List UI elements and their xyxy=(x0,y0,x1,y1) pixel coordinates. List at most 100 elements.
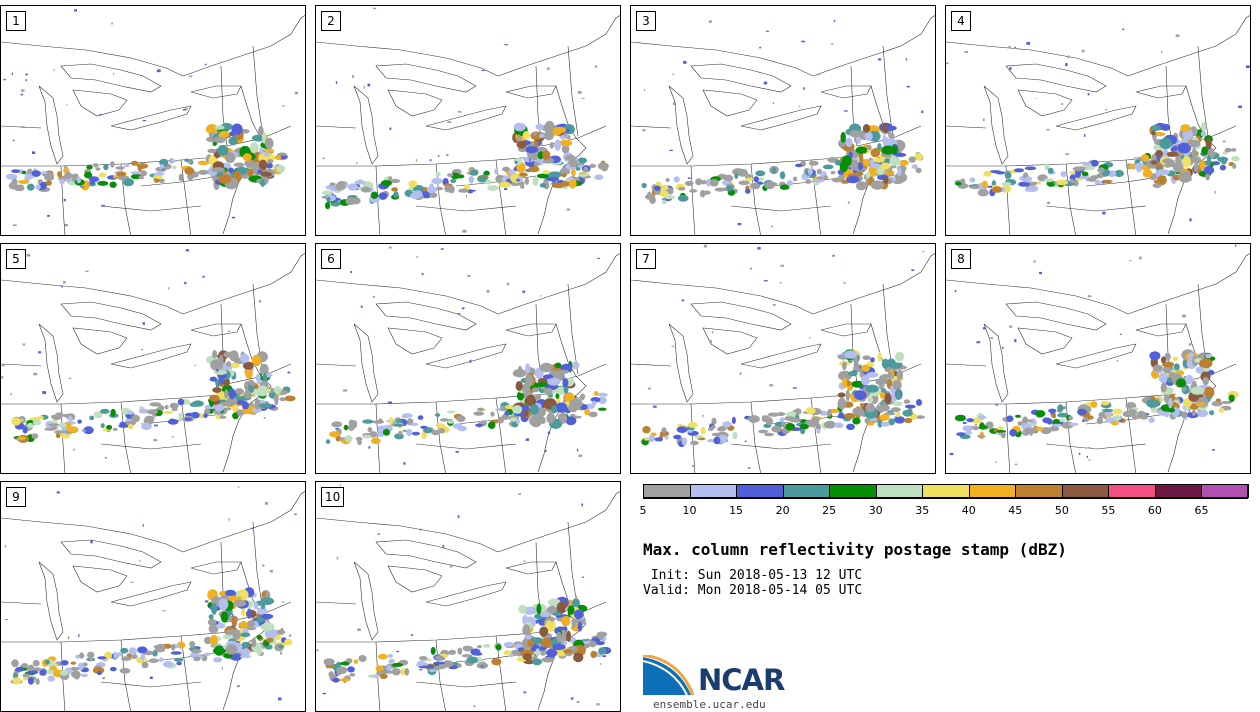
reflectivity-cell xyxy=(1014,339,1017,343)
reflectivity-cell xyxy=(362,434,372,439)
reflectivity-cell xyxy=(391,668,401,676)
reflectivity-cell xyxy=(845,389,850,402)
reflectivity-cell xyxy=(347,666,355,673)
reflectivity-cell xyxy=(717,434,728,443)
reflectivity-cell xyxy=(591,400,597,406)
map-boundary-line xyxy=(505,561,557,575)
map-boundary-line xyxy=(190,561,242,575)
reflectivity-cell xyxy=(553,126,567,134)
reflectivity-cell xyxy=(39,670,47,676)
reflectivity-cell xyxy=(549,142,554,149)
ncar-logo-icon xyxy=(643,655,695,696)
map-boundary-line xyxy=(1,363,42,367)
reflectivity-cell xyxy=(833,19,836,23)
reflectivity-cell xyxy=(594,65,598,68)
reflectivity-cell xyxy=(538,133,545,139)
reflectivity-cell xyxy=(280,651,283,655)
reflectivity-cell xyxy=(239,654,252,659)
reflectivity-cell xyxy=(877,143,882,151)
map-boundary-line xyxy=(353,85,379,165)
reflectivity-cell xyxy=(571,617,577,628)
reflectivity-cell xyxy=(384,670,394,674)
reflectivity-cell xyxy=(294,513,297,515)
map-boundary-line xyxy=(375,641,381,711)
reflectivity-cell xyxy=(97,180,109,186)
reflectivity-cell xyxy=(211,603,218,615)
reflectivity-cell xyxy=(1101,182,1105,184)
reflectivity-cell xyxy=(331,421,343,428)
map-boundary-line xyxy=(415,443,517,450)
reflectivity-cell xyxy=(689,189,698,193)
reflectivity-cell xyxy=(322,692,327,695)
member-panel: 2 xyxy=(315,5,621,236)
reflectivity-cell xyxy=(897,166,902,177)
reflectivity-cell xyxy=(1026,42,1031,45)
reflectivity-cell xyxy=(903,399,911,404)
reflectivity-cell xyxy=(73,448,75,451)
reflectivity-cell xyxy=(269,569,273,573)
reflectivity-cell xyxy=(33,372,38,376)
reflectivity-cell xyxy=(537,378,548,383)
map-boundary-line xyxy=(631,125,672,129)
map-boundary-line xyxy=(946,279,1129,315)
reflectivity-cell xyxy=(808,160,819,166)
reflectivity-cell xyxy=(84,171,93,179)
map-boundary-line xyxy=(425,105,507,131)
reflectivity-cell xyxy=(888,418,895,426)
map-boundary-line xyxy=(1,155,232,167)
reflectivity-cell xyxy=(12,677,22,685)
reflectivity-cell xyxy=(573,609,584,620)
reflectivity-cell xyxy=(47,215,50,217)
reflectivity-cell xyxy=(232,629,241,640)
reflectivity-cell xyxy=(577,91,582,94)
reflectivity-cell xyxy=(780,264,784,267)
reflectivity-cell xyxy=(8,182,18,190)
reflectivity-cell xyxy=(335,428,339,430)
reflectivity-cell xyxy=(204,652,211,656)
reflectivity-cell xyxy=(63,198,66,202)
init-time: Init: Sun 2018-05-13 12 UTC xyxy=(643,568,863,583)
reflectivity-cell xyxy=(1222,140,1226,143)
reflectivity-cell xyxy=(120,647,129,654)
reflectivity-cell xyxy=(224,152,236,164)
colorbar-swatch xyxy=(1061,484,1110,498)
member-panel: 7 xyxy=(630,243,936,474)
reflectivity-cell xyxy=(1224,147,1232,153)
reflectivity-cell xyxy=(480,665,484,667)
reflectivity-cell xyxy=(31,170,41,177)
reflectivity-cell xyxy=(234,388,244,395)
colorbar-swatch xyxy=(875,484,924,498)
reflectivity-cell xyxy=(224,389,229,399)
reflectivity-cell xyxy=(1146,398,1160,408)
reflectivity-cell xyxy=(1191,147,1197,159)
reflectivity-cell xyxy=(681,437,688,446)
map-boundary-line xyxy=(120,401,131,473)
reflectivity-cell xyxy=(266,637,274,643)
reflectivity-cell xyxy=(336,666,348,675)
reflectivity-cell xyxy=(995,404,998,406)
reflectivity-cell xyxy=(12,224,17,226)
reflectivity-cell xyxy=(559,139,573,147)
reflectivity-cell xyxy=(902,409,913,417)
reflectivity-cell xyxy=(170,651,182,655)
reflectivity-cell xyxy=(524,177,529,185)
reflectivity-cell xyxy=(1094,179,1102,185)
reflectivity-cell xyxy=(878,381,884,390)
reflectivity-cell xyxy=(218,415,227,419)
reflectivity-cell xyxy=(830,43,834,45)
reflectivity-cell xyxy=(456,174,465,179)
reflectivity-cell xyxy=(653,185,661,191)
reflectivity-cell xyxy=(284,638,293,646)
reflectivity-cell xyxy=(815,423,821,431)
reflectivity-cell xyxy=(976,341,981,344)
reflectivity-cell xyxy=(1047,167,1054,174)
reflectivity-cell xyxy=(781,422,787,428)
map-boundary-line xyxy=(1055,105,1137,131)
reflectivity-cell xyxy=(251,354,262,367)
reflectivity-cell xyxy=(1189,218,1192,222)
reflectivity-cell xyxy=(3,78,6,81)
reflectivity-cell xyxy=(895,388,902,400)
reflectivity-cell xyxy=(1087,93,1090,96)
reflectivity-cell xyxy=(563,649,573,654)
reflectivity-cell xyxy=(1228,394,1235,403)
